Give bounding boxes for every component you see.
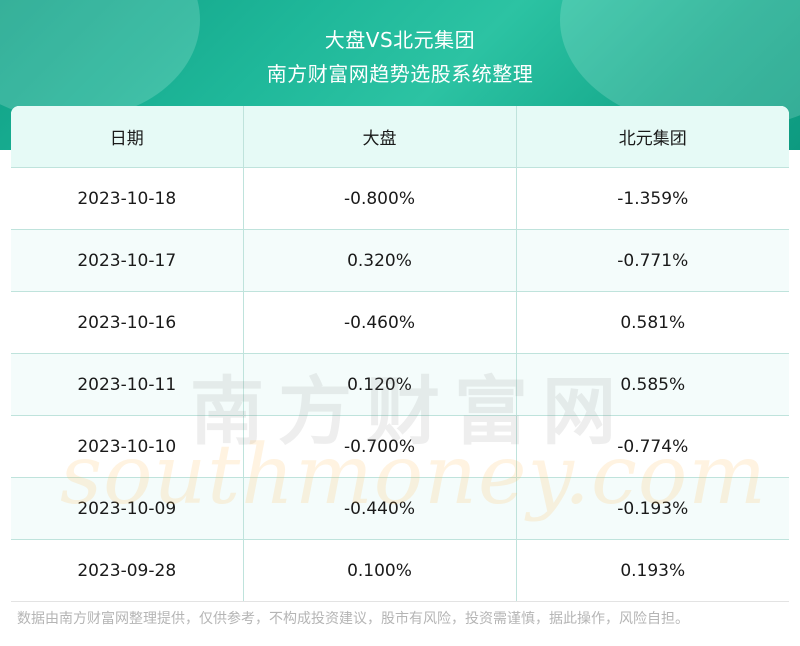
cell-stock-change: 0.581%	[516, 291, 789, 354]
cell-stock-change: 0.585%	[516, 353, 789, 416]
column-header-market: 大盘	[243, 106, 517, 168]
cell-date: 2023-09-28	[11, 539, 244, 601]
page-subtitle: 南方财富网趋势选股系统整理	[266, 62, 534, 86]
column-header-stock: 北元集团	[516, 106, 789, 168]
cell-date: 2023-10-17	[11, 229, 244, 292]
footer-divider	[11, 601, 789, 602]
cell-market-change: 0.120%	[243, 353, 517, 416]
disclaimer-text: 数据由南方财富网整理提供，仅供参考，不构成投资建议，股市有风险，投资需谨慎，据此…	[17, 611, 689, 627]
cell-stock-change: -0.774%	[516, 415, 789, 478]
table-row: 2023-10-09 -0.440% -0.193%	[11, 477, 789, 540]
table-row: 2023-10-10 -0.700% -0.774%	[11, 415, 789, 478]
cell-stock-change: 0.193%	[620, 560, 686, 581]
cell-date: 2023-10-18	[11, 167, 244, 230]
cell-date: 2023-10-10	[11, 415, 244, 478]
table-row: 2023-09-28 0.100% 0.193%	[11, 539, 789, 601]
cell-market-change: -0.440%	[243, 477, 517, 540]
column-header-date: 日期	[11, 106, 244, 168]
cell-market-change: -0.700%	[243, 415, 517, 478]
comparison-table: 日期 大盘 北元集团 2023-10-18 -0.800% -1.359% 20…	[11, 106, 789, 601]
table-row: 2023-10-16 -0.460% 0.581%	[11, 291, 789, 354]
cell-date: 2023-10-16	[11, 291, 244, 354]
data-table-card: 日期 大盘 北元集团 2023-10-18 -0.800% -1.359% 20…	[11, 106, 789, 601]
table-row: 2023-10-11 0.120% 0.585%	[11, 353, 789, 416]
cell-market-change: -0.800%	[243, 167, 517, 230]
cell-market-change: 0.320%	[243, 229, 517, 292]
cell-stock-change: -1.359%	[516, 167, 789, 230]
cell-date: 2023-10-11	[11, 353, 244, 416]
cell-market-change: 0.100%	[243, 539, 517, 601]
table-header-row: 日期 大盘 北元集团	[11, 106, 789, 168]
table-row: 2023-10-17 0.320% -0.771%	[11, 229, 789, 292]
cell-stock-change: -0.771%	[516, 229, 789, 292]
cell-date: 2023-10-09	[11, 477, 244, 540]
cell-market-change: -0.460%	[243, 291, 517, 354]
table-row: 2023-10-18 -0.800% -1.359%	[11, 167, 789, 230]
page-title: 大盘VS北元集团	[324, 28, 476, 52]
cell-stock-change: -0.193%	[516, 477, 789, 540]
